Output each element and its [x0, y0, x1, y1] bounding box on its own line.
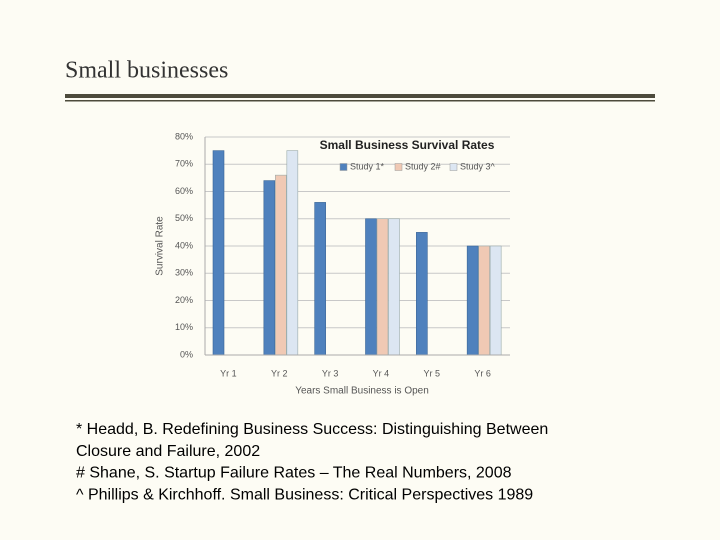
x-tick-label: Yr 6 — [474, 368, 491, 378]
y-tick-label: 70% — [175, 159, 193, 169]
legend-label: Study 2# — [405, 161, 441, 171]
bar — [388, 218, 400, 356]
legend-swatch — [394, 163, 403, 171]
reference: ^ Phillips & Kirchhoff. Small Business: … — [76, 486, 533, 503]
bar — [416, 232, 428, 356]
legend-label: Study 3^ — [460, 161, 496, 171]
y-tick-label: 60% — [175, 186, 193, 196]
y-tick-label: 0% — [180, 349, 193, 359]
x-tick-label: Yr 2 — [271, 368, 288, 378]
bar — [286, 150, 299, 356]
bar — [275, 174, 287, 356]
reference: Closure and Failure, 2002 — [76, 443, 260, 460]
bar — [376, 218, 389, 356]
x-tick-label: Yr 5 — [423, 368, 440, 378]
y-tick-label: 40% — [175, 240, 193, 250]
reference: * Headd, B. Redefining Business Success:… — [76, 421, 548, 438]
chart-title: Small Business Survival Rates — [320, 138, 495, 152]
bar — [466, 245, 479, 356]
rule — [65, 100, 655, 102]
legend-label: Study 1* — [350, 161, 385, 171]
y-axis-label: Survival Rate — [155, 216, 166, 276]
bar — [478, 245, 490, 356]
bar — [314, 202, 326, 356]
x-tick-label: Yr 3 — [322, 368, 339, 378]
y-tick-label: 20% — [175, 295, 193, 305]
legend-swatch — [449, 163, 458, 171]
y-tick-label: 80% — [175, 131, 193, 141]
y-tick-label: 10% — [175, 322, 193, 332]
y-tick-label: 50% — [175, 213, 193, 223]
slide-title: Small businesses — [65, 58, 228, 84]
bar — [212, 150, 225, 356]
bar — [263, 180, 276, 356]
rule — [65, 94, 655, 98]
bar — [365, 218, 377, 356]
x-tick-label: Yr 4 — [373, 368, 390, 378]
x-tick-label: Yr 1 — [220, 368, 237, 378]
bar — [489, 245, 502, 356]
y-tick-label: 30% — [175, 268, 193, 278]
x-axis-label: Years Small Business is Open — [295, 386, 429, 397]
reference: # Shane, S. Startup Failure Rates – The … — [76, 465, 512, 482]
legend-swatch — [339, 163, 348, 171]
